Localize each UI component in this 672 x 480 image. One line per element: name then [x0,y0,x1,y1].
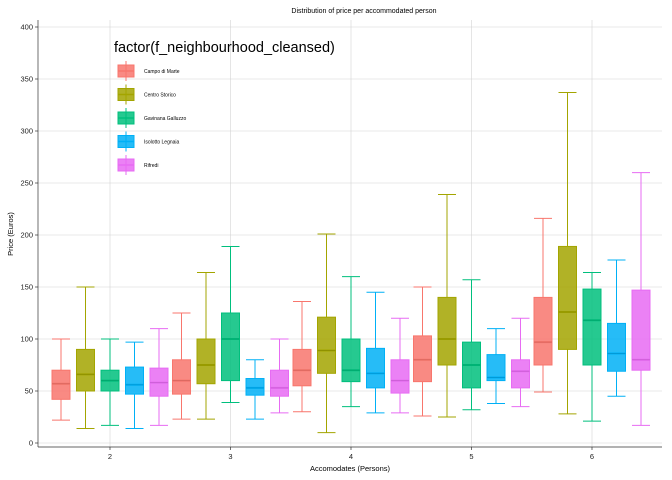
box [437,296,457,366]
x-tick-label: 4 [349,452,353,461]
box [76,348,95,392]
box [270,369,289,397]
y-tick-label: 100 [20,335,33,344]
y-tick-label: 200 [20,231,33,240]
legend-label: Gavinana Galluzzo [144,116,186,122]
box [172,359,191,395]
legend-label: Campo di Marte [144,69,180,75]
y-tick-label: 400 [20,23,33,32]
y-tick-label: 350 [20,75,33,84]
box [413,335,432,383]
box [125,366,144,395]
chart-title: Distribution of price per accommodated p… [291,8,436,15]
box [341,338,361,383]
plot-area: 0 50 100 150 200 250 300 350 400 2 3 4 5 6 [20,20,662,461]
x-tick-label: 2 [108,452,112,461]
legend-label: Isolotto Legnaia [144,140,180,146]
box [196,338,216,385]
y-tick-label: 300 [20,127,33,136]
x-tick-label: 6 [590,452,594,461]
x-tick-label: 5 [469,452,473,461]
series-campo-di-marte [51,217,553,421]
legend-item: Gavinana Galluzzo [117,108,186,128]
legend-item: Campo di Marte [117,61,180,81]
y-tick-label: 0 [29,439,33,448]
legend-label: Rifredi [144,163,158,169]
box [582,288,602,366]
legend-label: Centro Storico [144,93,176,99]
box [511,359,530,389]
box [366,347,385,389]
legend-item: Rifredi [117,155,158,175]
series-gavinana-galluzzo [100,245,602,426]
y-tick-label: 250 [20,179,33,188]
series-centro-storico [76,92,577,434]
box [486,354,506,382]
legend-title: factor(f_neighbourhood_cleansed) [114,40,335,56]
legend-item: Isolotto Legnaia [117,131,180,152]
box [317,316,336,374]
box [292,348,312,387]
series-isolotto-legnaia [125,259,626,429]
box [533,296,553,366]
x-tick-label: 3 [228,452,232,461]
y-tick-label: 150 [20,283,33,292]
box [221,312,240,382]
box [245,378,265,396]
box [631,289,651,371]
box [607,322,626,372]
legend: Campo di Marte Centro Storico Gavinana Gal… [117,61,186,175]
box [51,369,71,400]
series-rifredi [149,172,651,426]
legend-item: Centro Storico [117,84,176,105]
box [390,359,410,394]
x-axis-title: Accomodates (Persons) [310,464,391,473]
y-tick-label: 50 [25,387,33,396]
y-axis-title: Price (Euros) [6,212,15,256]
box [558,245,577,350]
